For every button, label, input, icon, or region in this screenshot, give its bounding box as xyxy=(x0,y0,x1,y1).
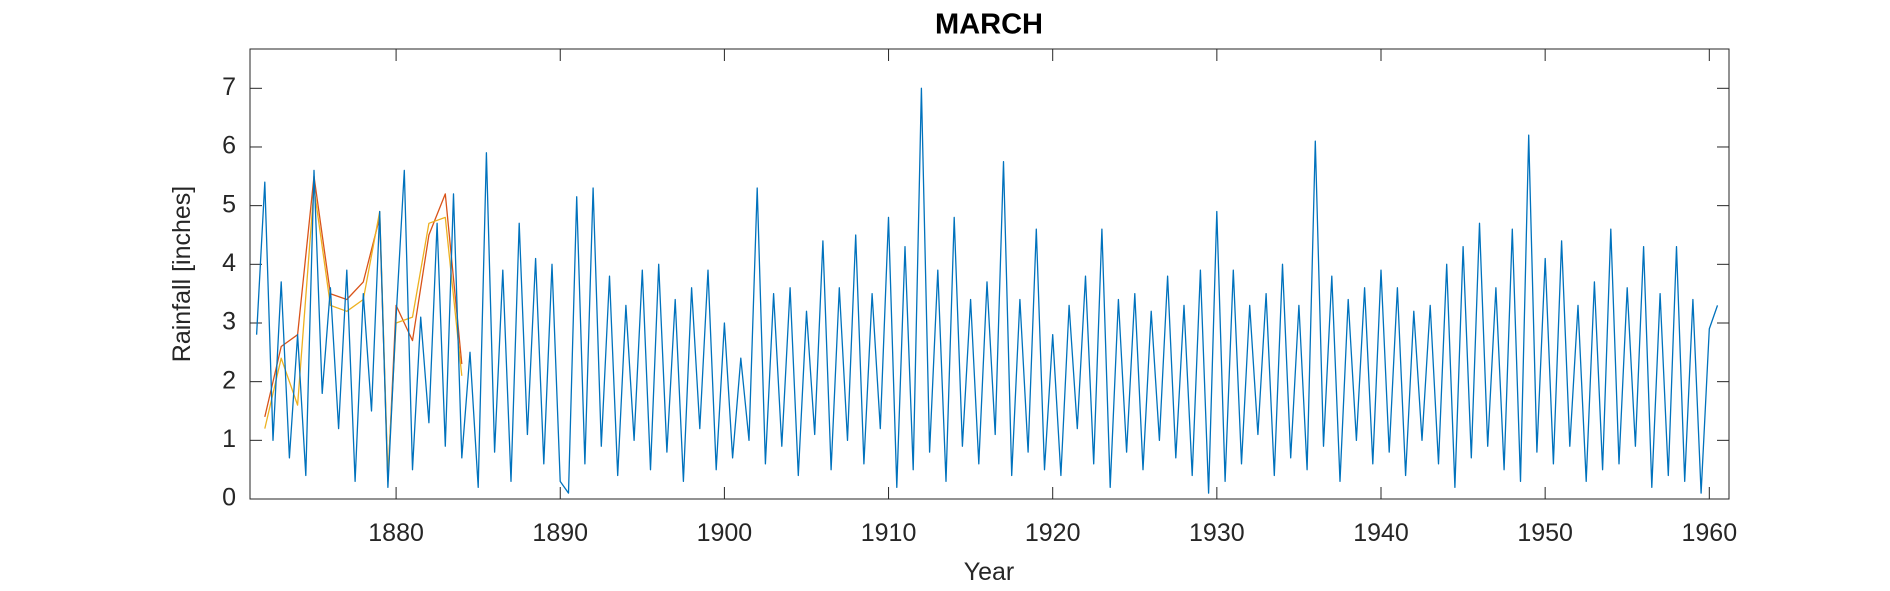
data-line xyxy=(264,187,463,477)
x-tick-label: 1900 xyxy=(697,519,753,547)
y-tick-label: 2 xyxy=(222,366,236,394)
data-line xyxy=(255,87,1719,494)
x-axis-label: Year xyxy=(964,558,1015,586)
x-tick-label: 1890 xyxy=(532,519,588,547)
y-tick-label: 1 xyxy=(222,425,236,453)
x-tick-label: 1880 xyxy=(368,519,424,547)
x-tick-label: 1920 xyxy=(1025,519,1081,547)
chart-title: MARCH xyxy=(935,9,1043,41)
data-line xyxy=(264,175,463,483)
y-tick-label: 7 xyxy=(222,73,236,101)
y-axis-label: Rainfall [inches] xyxy=(168,186,196,362)
y-tick-label: 3 xyxy=(222,308,236,336)
y-tick-label: 0 xyxy=(222,484,236,512)
x-tick-label: 1960 xyxy=(1681,519,1737,547)
x-tick-label: 1910 xyxy=(861,519,917,547)
y-tick-label: 6 xyxy=(222,132,236,160)
y-tick-label: 5 xyxy=(222,190,236,218)
y-tick-label: 4 xyxy=(222,249,236,277)
x-tick-label: 1950 xyxy=(1517,519,1573,547)
x-tick-label: 1940 xyxy=(1353,519,1409,547)
plot-area xyxy=(249,48,1730,500)
x-tick-label: 1930 xyxy=(1189,519,1245,547)
